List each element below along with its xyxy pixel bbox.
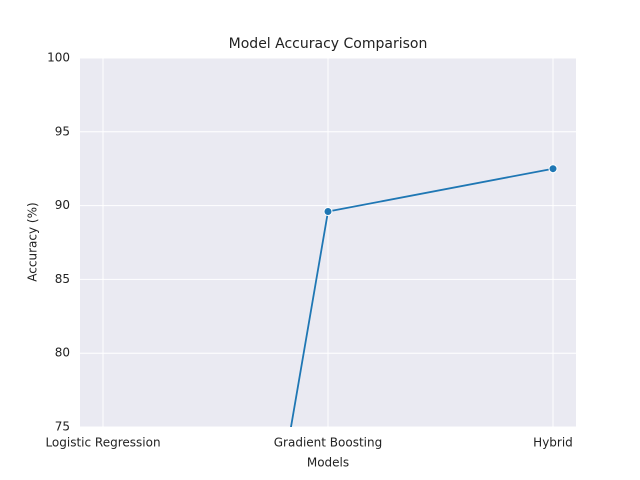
- y-tick-label: 100: [47, 51, 70, 65]
- plot-marks: [290, 164, 558, 427]
- x-tick-label: Logistic Regression: [45, 436, 160, 450]
- grid: [80, 57, 576, 428]
- chart-title: Model Accuracy Comparison: [229, 36, 428, 52]
- y-tick-label: 80: [55, 346, 70, 360]
- y-tick-label: 75: [55, 420, 70, 434]
- marker: [548, 164, 558, 174]
- x-tick-label: Hybrid: [533, 436, 573, 450]
- y-axis-label: Accuracy (%): [26, 202, 40, 281]
- marker: [323, 207, 333, 217]
- y-tick-label: 90: [55, 198, 70, 212]
- y-tick-label: 85: [55, 272, 70, 286]
- y-tick-label: 95: [55, 124, 70, 138]
- x-axis-label: Models: [307, 456, 349, 470]
- x-tick-label: Gradient Boosting: [274, 436, 382, 450]
